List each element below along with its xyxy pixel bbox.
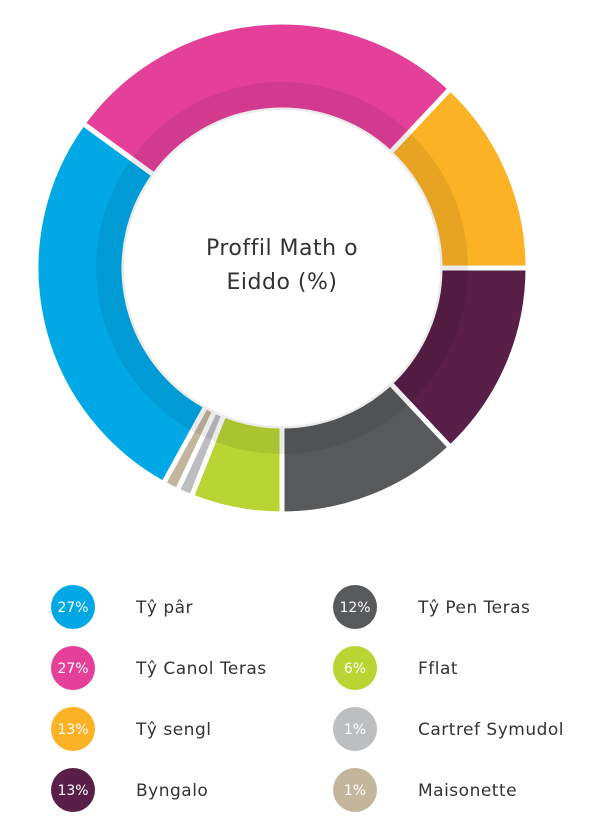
legend-label: Cartref Symudol	[418, 720, 564, 740]
legend-label: Tŷ Canol Teras	[135, 659, 267, 679]
legend-label: Tŷ Pen Teras	[417, 598, 530, 618]
legend-value: 1%	[344, 783, 366, 799]
legend-badge	[333, 707, 377, 751]
legend-label: Tŷ pâr	[135, 598, 193, 618]
legend-label: Tŷ sengl	[135, 720, 211, 740]
inner-hole	[124, 110, 440, 426]
legend-badge	[333, 646, 377, 690]
chart-title: Proffil Math o Eiddo (%)	[205, 236, 359, 295]
legend-badge	[51, 768, 95, 812]
inner-shade	[96, 82, 468, 454]
legend-label: Byngalo	[136, 781, 208, 801]
legend-badge	[51, 707, 95, 751]
legend-value: 6%	[344, 661, 366, 677]
legend-label: Fflat	[418, 659, 458, 679]
legend-label: Maisonette	[418, 781, 517, 801]
legend-value: 27%	[57, 600, 88, 616]
legend-value: 1%	[344, 722, 366, 738]
legend-value: 27%	[57, 661, 88, 677]
legend-badge	[333, 768, 377, 812]
legend-value: 13%	[57, 722, 88, 738]
legend-value: 12%	[339, 600, 370, 616]
legend-badge	[51, 646, 95, 690]
legend-value: 13%	[57, 783, 88, 799]
legend-badge	[51, 585, 95, 629]
legend-badge	[333, 585, 377, 629]
